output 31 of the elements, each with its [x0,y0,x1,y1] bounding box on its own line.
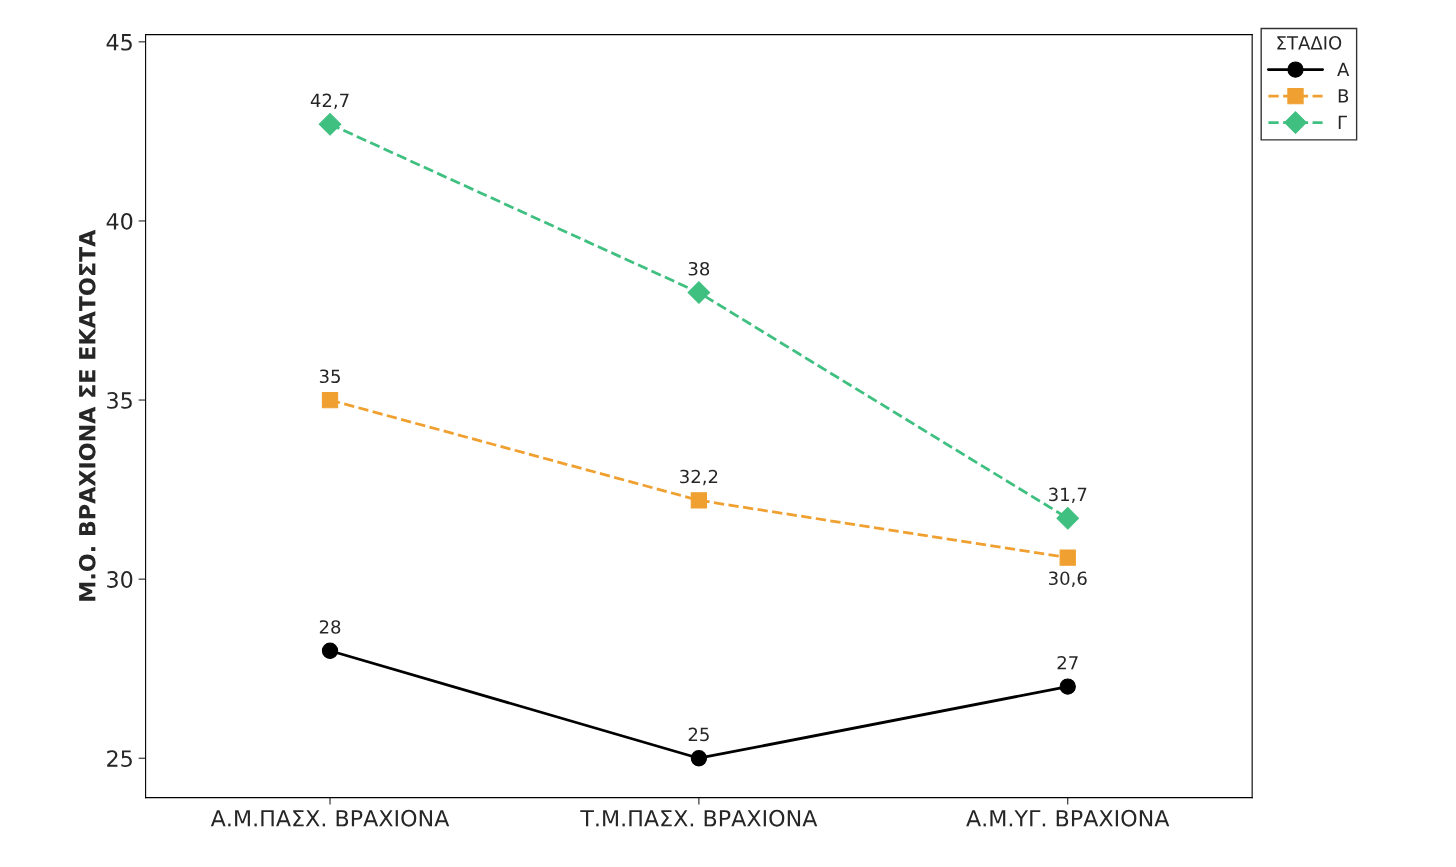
x-tick-label: Α.Μ.ΥΓ. ΒΡΑΧΙΟΝΑ [966,809,1170,827]
x-tick-label: Τ.Μ.ΠΑΣΧ. ΒΡΑΧΙΟΝΑ [580,809,818,827]
x-tick-label: Α.Μ.ΠΑΣΧ. ΒΡΑΧΙΟΝΑ [210,809,450,827]
y-tick-label: 40 [106,212,133,230]
data-label: 27 [1057,655,1078,670]
point [321,391,339,409]
data-label: 38 [688,261,710,276]
y-axis-title: Μ.Ο. ΒΡΑΧΙΟΝΑ ΣΕ ΕΚΑΤΟΣΤΑ [78,229,96,601]
point [690,492,708,509]
point [1056,506,1080,530]
data-label: 35 [319,369,340,384]
data-label: 28 [319,620,341,634]
point [321,642,339,659]
point [687,281,711,304]
legend-label: Γ [1338,115,1347,129]
legend-label: Α [1337,62,1350,76]
y-tick-label: 45 [106,34,132,51]
point [1059,678,1076,695]
data-label: 42,7 [310,93,349,110]
point [318,112,342,136]
data-label: 31,7 [1049,487,1087,504]
legend-title: ΣΤΑΔΙΟ [1277,35,1342,50]
data-label: 32,2 [680,469,718,486]
point [1059,549,1076,566]
point [690,750,708,767]
y-tick-label: 35 [107,391,132,409]
data-label: 30,6 [1049,571,1087,587]
y-tick-label: 30 [107,571,133,588]
legend-label: Β [1338,89,1349,103]
data-label: 25 [688,727,709,742]
y-tick-label: 25 [107,750,132,767]
